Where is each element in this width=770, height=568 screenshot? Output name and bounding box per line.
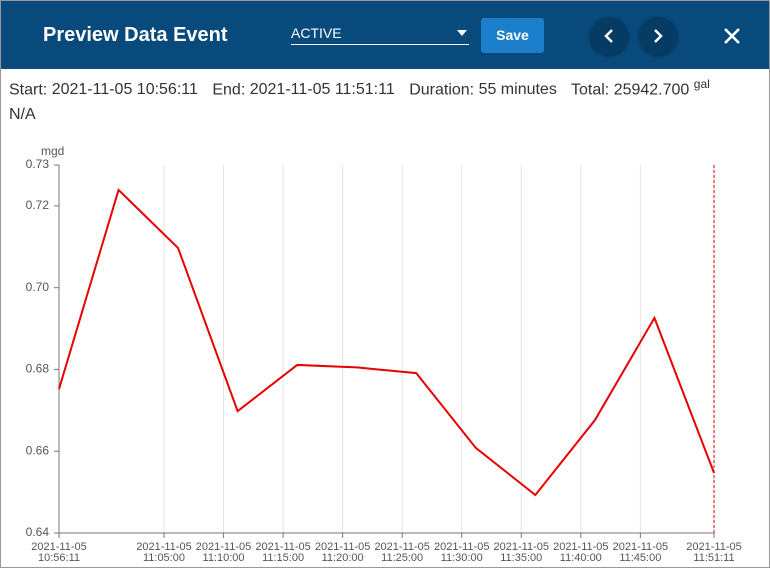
x-tick-label: 2021-11-05 11:05:00	[136, 541, 192, 564]
y-axis-unit: mgd	[41, 144, 64, 158]
chevron-left	[604, 29, 613, 43]
x-tick-label: 2021-11-05 11:10:00	[195, 541, 252, 564]
total-label: Total:	[570, 81, 610, 99]
duration-label: Duration:	[409, 81, 475, 99]
data-line	[58, 188, 715, 497]
note: N/A	[9, 106, 36, 123]
y-tick-label: 0.73	[26, 157, 50, 171]
info-line: Start: 2021-11-05 10:56:11 End: 2021-11-…	[9, 77, 710, 99]
x-tick-label: 2021-11-05 11:40:00	[553, 541, 609, 564]
end-label: End:	[212, 81, 246, 99]
total-value: 25942.700	[613, 81, 690, 99]
duration-value: 55 minutes	[478, 81, 557, 99]
status-dropdown[interactable]: ACTIVE	[291, 25, 469, 45]
x-tick-label: 2021-11-05 11:30:00	[433, 541, 490, 564]
chevron-right	[654, 29, 663, 43]
x-tick-label: 2021-11-05 11:51:11	[686, 541, 742, 564]
x-tick-label: 2021-11-05 11:20:00	[314, 541, 371, 564]
y-tick-label: 0.72	[26, 198, 50, 212]
start-label: Start:	[9, 81, 48, 99]
close-button[interactable]	[723, 27, 741, 45]
save-button[interactable]: Save	[481, 18, 544, 53]
x-tick-label: 2021-11-05 11:25:00	[374, 541, 430, 564]
end-value: 2021-11-05 11:51:11	[249, 81, 395, 99]
prev-button[interactable]	[590, 17, 628, 55]
next-button[interactable]	[639, 17, 677, 55]
y-tick-label: 0.64	[26, 525, 50, 539]
dropdown-caret	[457, 30, 467, 36]
y-tick-label: 0.68	[26, 362, 50, 376]
dialog-title: Preview Data Event	[43, 24, 228, 46]
y-tick-label: 0.70	[26, 280, 50, 294]
x-tick-label: 2021-11-05 10:56:11	[31, 541, 87, 564]
status-value: ACTIVE	[291, 25, 342, 41]
x-tick-label: 2021-11-05 11:15:00	[255, 541, 311, 564]
x-tick-label: 2021-11-05 11:35:00	[493, 541, 549, 564]
header: Preview Data Event ACTIVE Save	[1, 1, 769, 69]
x-tick-label: 2021-11-05 11:45:00	[612, 541, 669, 564]
total-unit: gal	[693, 77, 710, 91]
y-tick-label: 0.66	[26, 443, 50, 457]
start-value: 2021-11-05 10:56:11	[51, 81, 198, 99]
